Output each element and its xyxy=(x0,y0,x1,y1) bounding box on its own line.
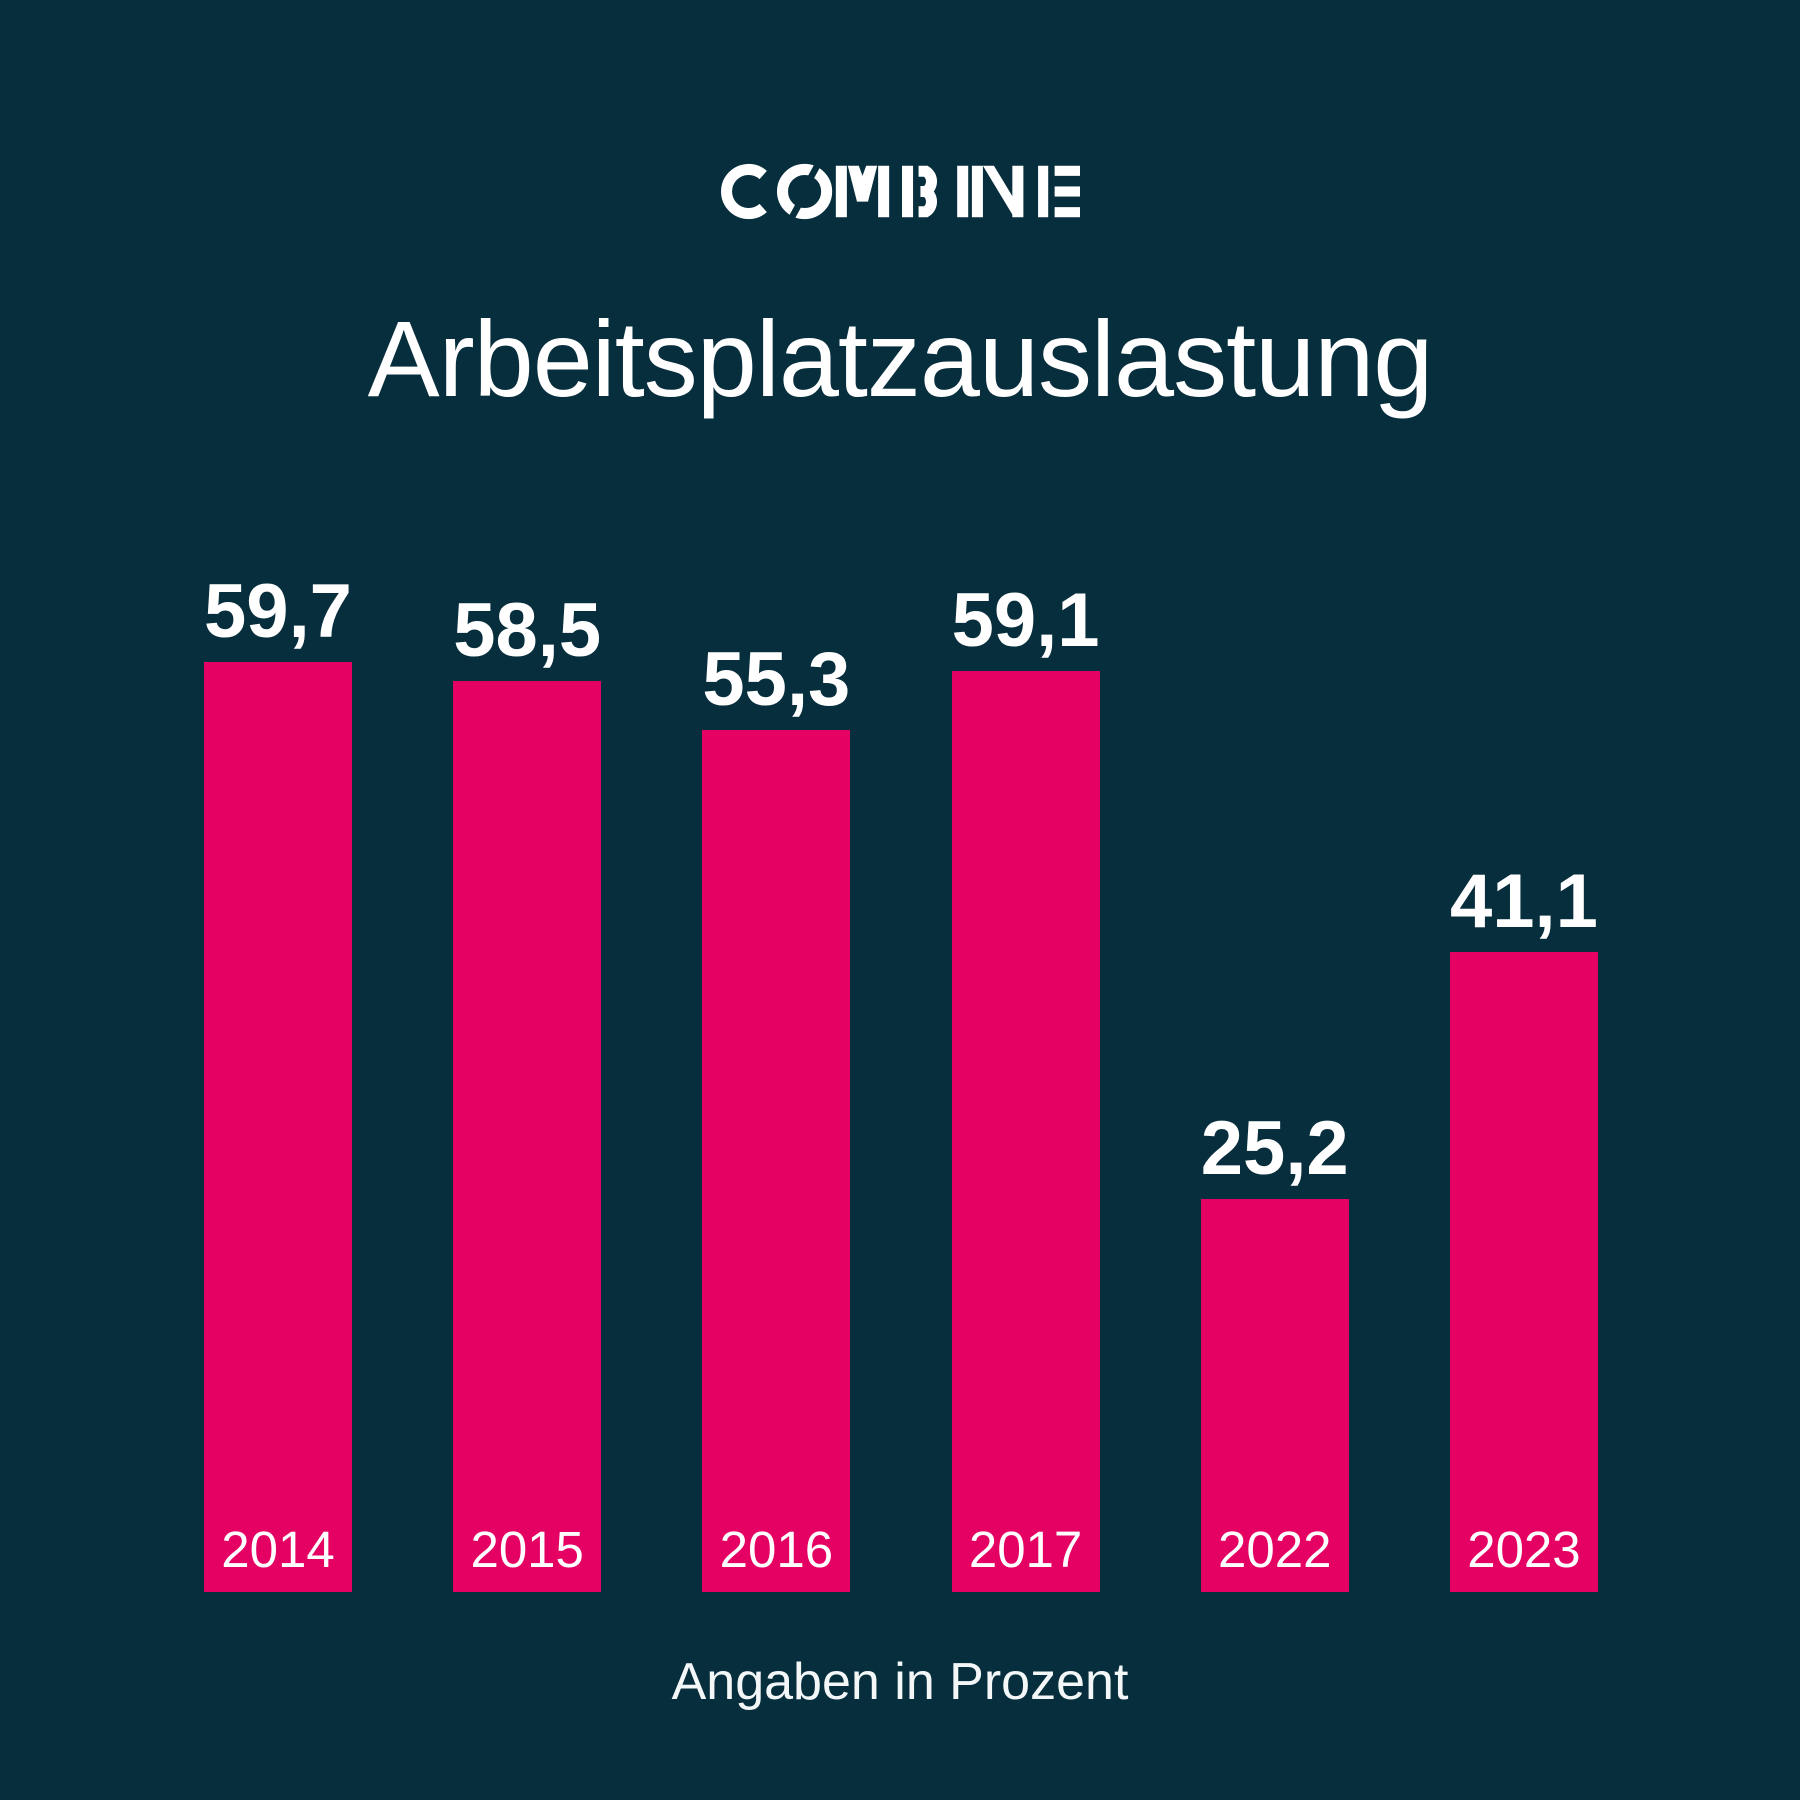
value-label-2014: 59,7 xyxy=(204,569,352,654)
logo-container: COMBINE xyxy=(0,163,1800,220)
bar-column-2017: 59,1 2017 xyxy=(951,578,1100,1592)
bar-column-2022: 25,2 2022 xyxy=(1200,1106,1349,1592)
category-label-2017: 2017 xyxy=(968,1521,1083,1578)
bar-2014: 2014 xyxy=(204,662,352,1592)
category-label-2016: 2016 xyxy=(719,1521,834,1578)
bar-column-2016: 55,3 2016 xyxy=(702,637,851,1592)
value-label-2022: 25,2 xyxy=(1200,1106,1349,1191)
unit-note: Angaben in Prozent xyxy=(671,1653,1129,1711)
bar-2016: 2016 xyxy=(702,730,851,1592)
bar-2023: 2023 xyxy=(1449,952,1598,1592)
value-label-2017: 59,1 xyxy=(951,578,1100,663)
value-label-2015: 58,5 xyxy=(453,588,602,673)
bar-2015: 2015 xyxy=(453,681,602,1592)
bar-column-2023: 41,1 2023 xyxy=(1449,859,1598,1592)
value-label-2016: 55,3 xyxy=(702,637,851,722)
category-label-2023: 2023 xyxy=(1467,1521,1581,1578)
category-label-2014: 2014 xyxy=(221,1521,335,1578)
combine-logo-icon xyxy=(720,163,1081,220)
bar-2022: 2022 xyxy=(1200,1199,1349,1592)
bar-2017: 2017 xyxy=(951,671,1100,1592)
category-label-2015: 2015 xyxy=(470,1521,584,1578)
bar-chart: 59,7 2014 58,5 2015 55,3 2016 59,1 2017 25,2 2022… xyxy=(204,574,1598,1592)
bar-column-2015: 58,5 2015 xyxy=(453,588,602,1592)
value-label-2023: 41,1 xyxy=(1449,859,1598,944)
page-title: Arbeitsplatzauslastung xyxy=(367,298,1434,419)
category-label-2022: 2022 xyxy=(1218,1521,1332,1578)
bar-column-2014: 59,7 2014 xyxy=(204,574,352,1592)
